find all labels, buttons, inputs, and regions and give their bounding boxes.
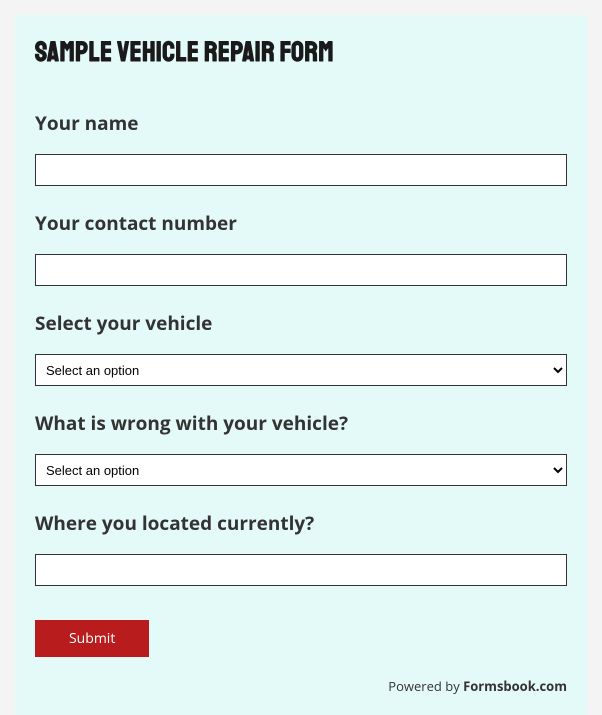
location-input[interactable]: [35, 554, 567, 586]
vehicle-label: Select your vehicle: [35, 310, 567, 336]
problem-label: What is wrong with your vehicle?: [35, 410, 567, 436]
location-field-group: Where you located currently?: [35, 510, 567, 586]
contact-field-group: Your contact number: [35, 210, 567, 286]
contact-label: Your contact number: [35, 210, 567, 236]
problem-field-group: What is wrong with your vehicle? Select …: [35, 410, 567, 486]
vehicle-field-group: Select your vehicle Select an option: [35, 310, 567, 386]
name-field-group: Your name: [35, 110, 567, 186]
location-label: Where you located currently?: [35, 510, 567, 536]
name-input[interactable]: [35, 154, 567, 186]
vehicle-select[interactable]: Select an option: [35, 354, 567, 386]
brand-link[interactable]: Formsbook.com: [463, 677, 567, 695]
contact-input[interactable]: [35, 254, 567, 286]
submit-button[interactable]: Submit: [35, 620, 149, 657]
name-label: Your name: [35, 110, 567, 136]
powered-by-text: Powered by: [388, 677, 463, 695]
form-container: Sample Vehicle Repair Form Your name You…: [15, 15, 587, 715]
footer-attribution: Powered by Formsbook.com: [35, 677, 567, 695]
problem-select[interactable]: Select an option: [35, 454, 567, 486]
form-title: Sample Vehicle Repair Form: [35, 35, 567, 70]
